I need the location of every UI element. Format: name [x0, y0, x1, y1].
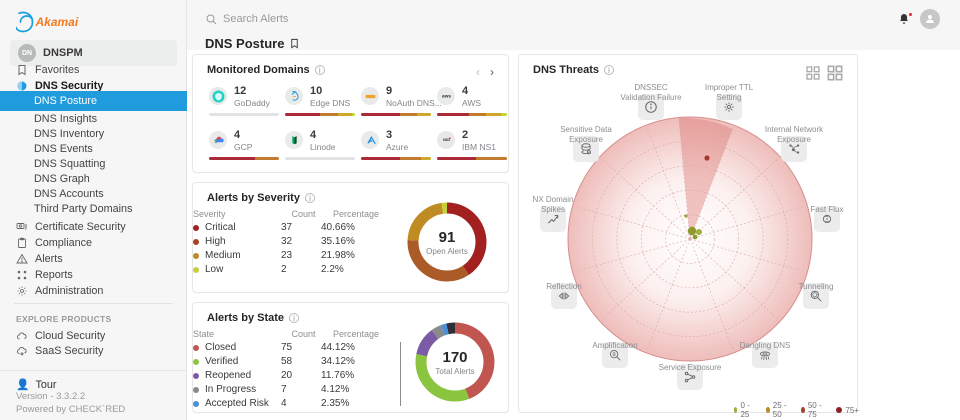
svg-text:NS1: NS1 — [443, 138, 450, 142]
svg-text:aws: aws — [441, 94, 450, 99]
